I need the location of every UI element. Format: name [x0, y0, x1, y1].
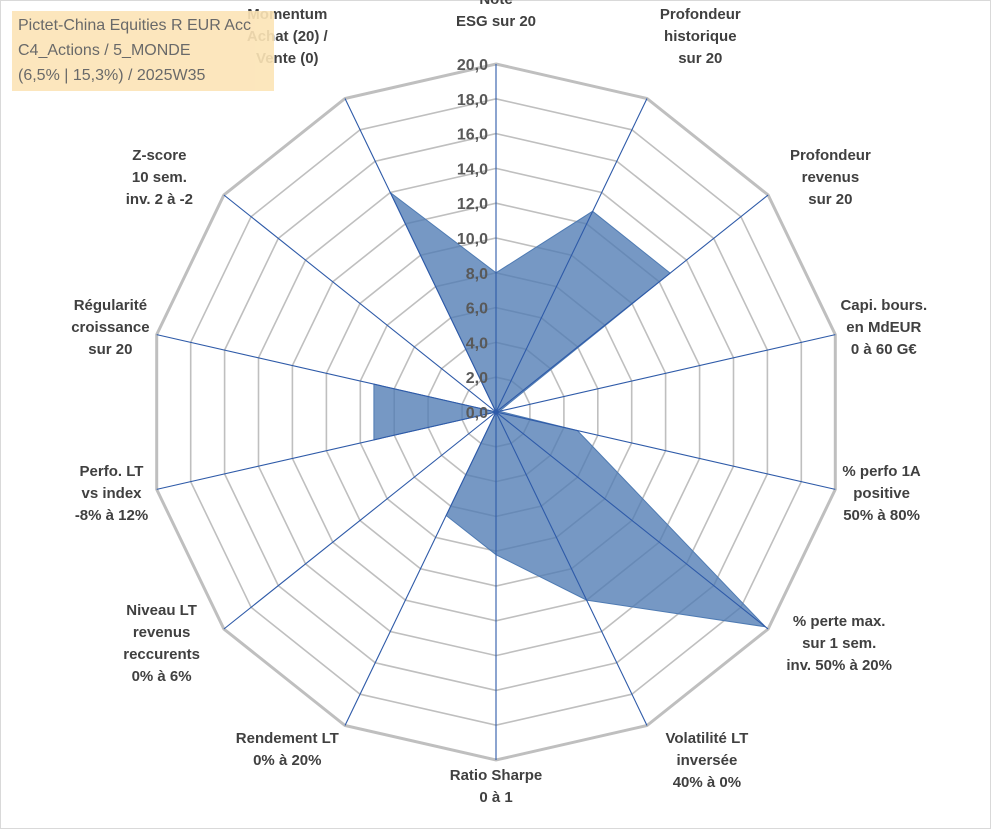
axis-spoke — [223, 194, 497, 413]
title-line-3: (6,5% | 15,3%) / 2025W35 — [18, 67, 206, 84]
axis-spoke — [344, 98, 497, 413]
tick-label: 8,0 — [466, 266, 488, 283]
spokes — [156, 64, 836, 760]
tick-label: 12,0 — [457, 196, 488, 213]
tick-labels: 0,0 2,0 4,0 6,0 8,0 10,0 12,0 14,0 16,0 18,0 20,0 — [457, 57, 488, 422]
axis-label: Volatilité LT inversée 40% à 0% — [666, 730, 749, 791]
tick-label: 4,0 — [466, 335, 488, 352]
axis-label: % perte max. sur 1 sem. inv. 50% à 20% — [786, 613, 892, 674]
axis-spoke — [495, 334, 836, 413]
axis-label: Régularité croissance sur 20 — [71, 297, 149, 358]
axis-label: Rendement LT 0% à 20% — [236, 730, 339, 769]
tick-label: 10,0 — [457, 231, 488, 248]
title-box: Pictet-China Equities R EUR Acc C4_Actio… — [12, 11, 274, 91]
axis-label: Niveau LT revenus reccurents 0% à 6% — [123, 602, 200, 685]
tick-label: 6,0 — [466, 301, 488, 318]
axis-label: Capi. bours. en MdEUR 0 à 60 G€ — [840, 297, 927, 358]
tick-label: 14,0 — [457, 161, 488, 178]
axis-spoke — [495, 98, 648, 413]
axis-label: Z-score 10 sem. inv. 2 à -2 — [126, 147, 193, 208]
axis-label: Ratio Sharpe 0 à 1 — [450, 767, 543, 806]
axis-label: Profondeur historique sur 20 — [660, 6, 741, 67]
tick-label: 2,0 — [466, 370, 488, 387]
axis-label: NoteESG sur 20 — [456, 0, 536, 30]
axis-spoke — [495, 411, 836, 490]
axis-spoke — [495, 194, 769, 413]
title-line-1: Pictet-China Equities R EUR Acc — [18, 17, 251, 34]
axis-spoke — [156, 334, 497, 413]
tick-label: 16,0 — [457, 127, 488, 144]
axis-label: Profondeur revenus sur 20 — [790, 147, 871, 208]
axis-spoke — [223, 411, 497, 630]
axis-spoke — [495, 411, 769, 630]
tick-label: 0,0 — [466, 405, 488, 422]
axis-label: % perfo 1A positive 50% à 80% — [842, 463, 921, 524]
title-line-2: C4_Actions / 5_MONDE — [18, 42, 191, 59]
series-area — [373, 192, 767, 628]
tick-label: 20,0 — [457, 57, 488, 74]
axis-spoke — [156, 411, 497, 490]
axis-label: Perfo. LT vs index -8% à 12% — [75, 463, 148, 524]
tick-label: 18,0 — [457, 92, 488, 109]
axis-spoke — [495, 411, 648, 726]
axis-spoke — [344, 411, 497, 726]
